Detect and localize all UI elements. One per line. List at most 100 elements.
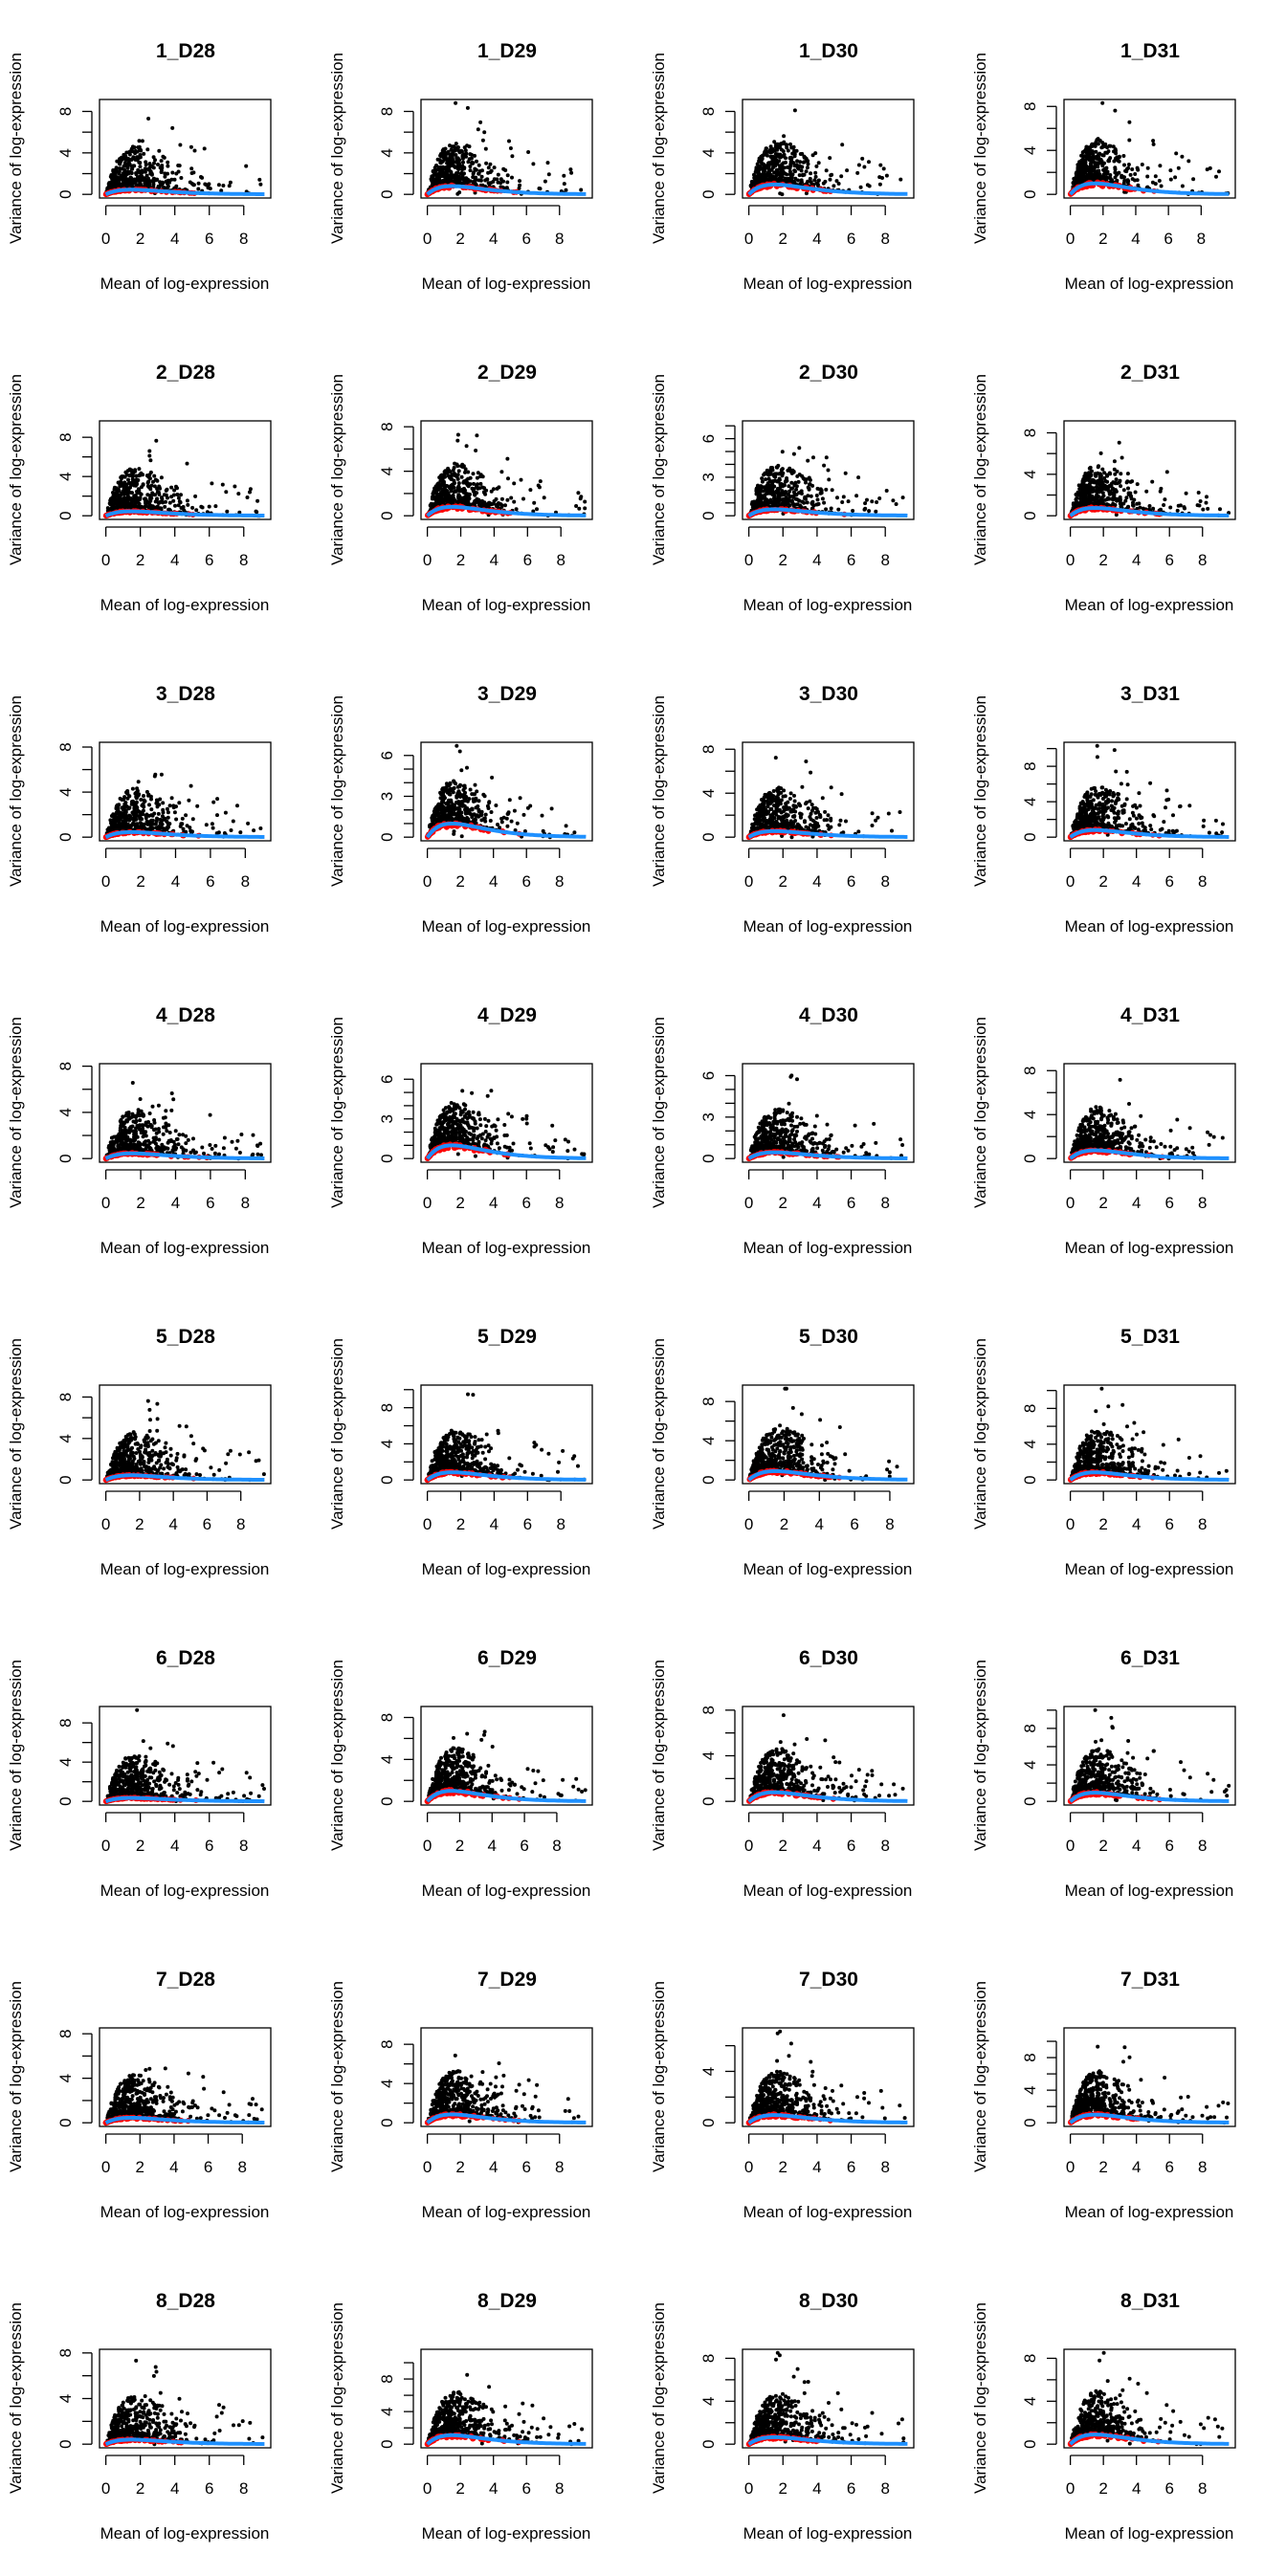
gene-point (484, 162, 488, 165)
gene-point (128, 482, 132, 486)
gene-point (130, 499, 134, 503)
gene-point (1098, 174, 1101, 178)
gene-point (130, 491, 134, 495)
gene-point (112, 177, 116, 181)
plot-title: 2_D30 (799, 362, 858, 384)
gene-point (1113, 473, 1117, 476)
gene-point (782, 493, 786, 496)
gene-point (509, 146, 513, 150)
gene-point (812, 178, 816, 182)
gene-point (870, 499, 874, 503)
x-tick-label: 0 (423, 230, 432, 248)
gene-point (472, 172, 476, 176)
gene-point (174, 185, 178, 188)
gene-point (450, 489, 454, 493)
gene-point (780, 148, 784, 152)
gene-point (489, 170, 493, 174)
gene-point (797, 446, 801, 450)
gene-point (579, 496, 583, 500)
gene-point (781, 472, 785, 475)
gene-point (836, 508, 840, 512)
gene-point (1135, 502, 1139, 506)
gene-point (803, 160, 807, 164)
gene-point (438, 158, 442, 162)
gene-point (776, 464, 780, 468)
gene-point (763, 151, 766, 155)
gene-point (822, 182, 826, 186)
gene-point (118, 163, 122, 166)
x-tick-label: 6 (521, 230, 530, 248)
gene-point (462, 171, 466, 175)
y-tick-label: 4 (699, 148, 718, 157)
gene-point (127, 488, 131, 492)
gene-point (152, 162, 156, 165)
gene-point (1081, 160, 1085, 164)
gene-point (448, 475, 452, 479)
gene-point (1085, 476, 1089, 480)
y-axis-label: Variance of log-expression (650, 53, 668, 244)
gene-point (1158, 164, 1162, 167)
gene-point (228, 184, 232, 187)
gene-point (1100, 495, 1104, 499)
gene-point (809, 482, 812, 486)
gene-point (565, 188, 568, 192)
gene-point (484, 147, 488, 151)
gene-point (1186, 159, 1190, 163)
plot-title: 1_D28 (156, 40, 215, 62)
gene-point (1091, 144, 1095, 148)
gene-point (197, 182, 201, 186)
gene-point (1122, 488, 1126, 492)
y-tick-label: 3 (699, 473, 718, 481)
gene-point (160, 475, 164, 479)
plot-title: 2_D31 (1120, 362, 1180, 384)
x-axis-label: Mean of log-expression (100, 275, 270, 293)
gene-point (543, 495, 546, 499)
gene-point (1159, 508, 1163, 512)
gene-point (777, 155, 781, 159)
x-axis-label: Mean of log-expression (1065, 275, 1234, 293)
gene-point (478, 482, 482, 486)
gene-point (200, 176, 204, 180)
x-tick-label: 0 (101, 230, 110, 248)
gene-point (157, 186, 161, 189)
gene-point (793, 177, 797, 181)
gene-point (1127, 163, 1131, 166)
gene-point (528, 488, 532, 492)
gene-point (174, 485, 178, 489)
gene-point (190, 182, 194, 186)
gene-point (845, 168, 849, 172)
gene-point (190, 506, 194, 510)
gene-point (138, 165, 142, 168)
gene-point (213, 504, 217, 508)
gene-point (855, 171, 859, 175)
gene-point (499, 470, 503, 473)
x-axis-label: Mean of log-expression (422, 596, 591, 614)
gene-point (803, 156, 807, 160)
gene-point (167, 179, 171, 183)
gene-point (816, 179, 820, 183)
gene-point (454, 489, 457, 493)
gene-point (1134, 491, 1138, 495)
gene-point (448, 169, 452, 173)
gene-point (196, 187, 200, 191)
gene-point (156, 163, 160, 166)
gene-point (440, 165, 444, 169)
gene-point (106, 506, 110, 510)
y-tick-label: 8 (378, 422, 396, 430)
gene-point (806, 159, 809, 163)
gene-point (854, 494, 858, 497)
gene-point (150, 484, 154, 488)
plot-title: 2_D29 (477, 362, 537, 384)
gene-point (793, 481, 797, 485)
gene-point (462, 152, 466, 156)
gene-point (1124, 495, 1128, 499)
gene-point (456, 477, 460, 481)
gene-point (784, 480, 787, 484)
gene-point (1136, 178, 1140, 182)
gene-point (165, 489, 168, 493)
gene-point (145, 493, 149, 496)
gene-point (782, 134, 786, 138)
y-tick-label: 8 (699, 107, 718, 116)
gene-point (830, 173, 833, 177)
